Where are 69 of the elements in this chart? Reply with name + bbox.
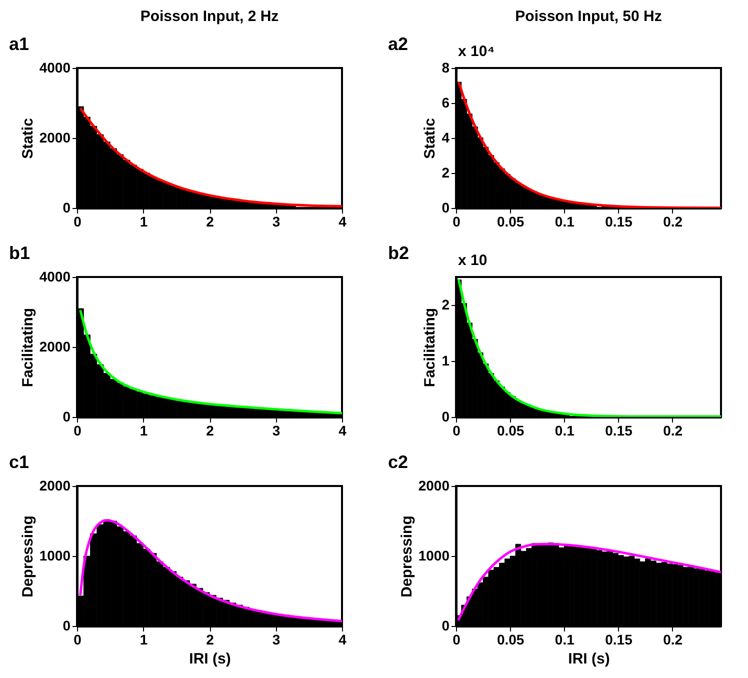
x-axis-title: IRI (s) — [568, 650, 610, 668]
x-tick-label: 0 — [452, 214, 461, 230]
x-tick-label: 3 — [272, 632, 280, 648]
x-tick-label: 3 — [272, 422, 280, 438]
x-tick-label: 0 — [74, 632, 82, 648]
x-tick-label: 1 — [140, 422, 148, 438]
x-tick-label: 4 — [338, 214, 347, 230]
y-tick-label: 2000 — [39, 130, 71, 146]
x-tick-label: 0.05 — [496, 632, 524, 648]
x-tick-label: 0.05 — [496, 214, 524, 230]
x-tick-label: 0 — [74, 422, 82, 438]
x-tick-label: 2 — [206, 422, 214, 438]
x-tick-label: 0.15 — [605, 632, 633, 648]
y-axis-title: Static — [19, 118, 36, 159]
x-tick-label: 0 — [452, 422, 461, 438]
y-tick-label: 0 — [62, 200, 71, 216]
x-tick-label: 0.2 — [663, 214, 683, 230]
y-tick-label: 2000 — [418, 478, 450, 494]
text: b2 — [388, 243, 410, 263]
text: x 10⁴ — [458, 43, 495, 60]
x-tick-label: 0.15 — [605, 422, 633, 438]
y-tick-label: 6 — [442, 94, 450, 110]
y-axis-title: Facilitating — [422, 308, 439, 388]
y-tick-label: 4000 — [39, 60, 71, 76]
text: c1 — [9, 452, 30, 472]
y-tick-label: 4 — [442, 130, 450, 146]
y-tick-label: 2 — [442, 164, 450, 180]
x-tick-label: 0.1 — [554, 214, 575, 230]
x-tick-label: 1 — [140, 214, 148, 230]
line-series — [79, 309, 342, 414]
y-tick-label: 2000 — [39, 478, 71, 494]
y-tick-label: 0 — [442, 408, 450, 424]
y-tick-label: 4000 — [39, 268, 71, 284]
text: c2 — [388, 452, 408, 472]
y-tick-label: 1000 — [39, 548, 71, 564]
text: a1 — [9, 34, 30, 54]
x-tick-label: 3 — [272, 214, 280, 230]
x-tick-label: 0.1 — [554, 632, 575, 648]
y-tick-label: 8 — [442, 60, 450, 76]
y-tick-label: 2000 — [39, 338, 71, 354]
x-tick-label: 0 — [452, 632, 461, 648]
text: x 10 — [458, 252, 488, 269]
x-tick-label: 0.05 — [496, 422, 524, 438]
text: b1 — [9, 243, 30, 263]
x-tick-label: 4 — [338, 632, 347, 648]
y-tick-label: 2 — [442, 296, 450, 312]
y-tick-label: 1000 — [418, 548, 450, 564]
y-axis-title: Depressing — [398, 516, 416, 598]
x-tick-label: 2 — [206, 632, 214, 648]
y-tick-label: 1 — [442, 352, 450, 368]
chart-title: Poisson Input, 2 Hz — [140, 8, 279, 25]
y-axis-title: Depressing — [19, 516, 36, 598]
x-tick-label: 0.2 — [663, 632, 683, 648]
x-tick-label: 0.1 — [554, 422, 575, 438]
y-tick-label: 0 — [442, 618, 450, 634]
y-tick-label: 0 — [62, 618, 71, 634]
y-axis-title: Static — [422, 118, 439, 159]
x-tick-label: 0 — [74, 214, 82, 230]
y-axis-title: Facilitating — [19, 308, 36, 388]
x-tick-label: 0.15 — [605, 214, 633, 230]
x-tick-label: 4 — [338, 422, 347, 438]
x-tick-label: 0.2 — [663, 422, 683, 438]
y-tick-label: 0 — [62, 408, 71, 424]
text: a2 — [388, 34, 408, 54]
x-tick-label: 2 — [206, 214, 214, 230]
y-tick-label: 0 — [442, 200, 450, 216]
x-tick-label: 1 — [140, 632, 148, 648]
chart-title: Poisson Input, 50 Hz — [515, 8, 662, 25]
x-axis-title: IRI (s) — [189, 650, 231, 668]
